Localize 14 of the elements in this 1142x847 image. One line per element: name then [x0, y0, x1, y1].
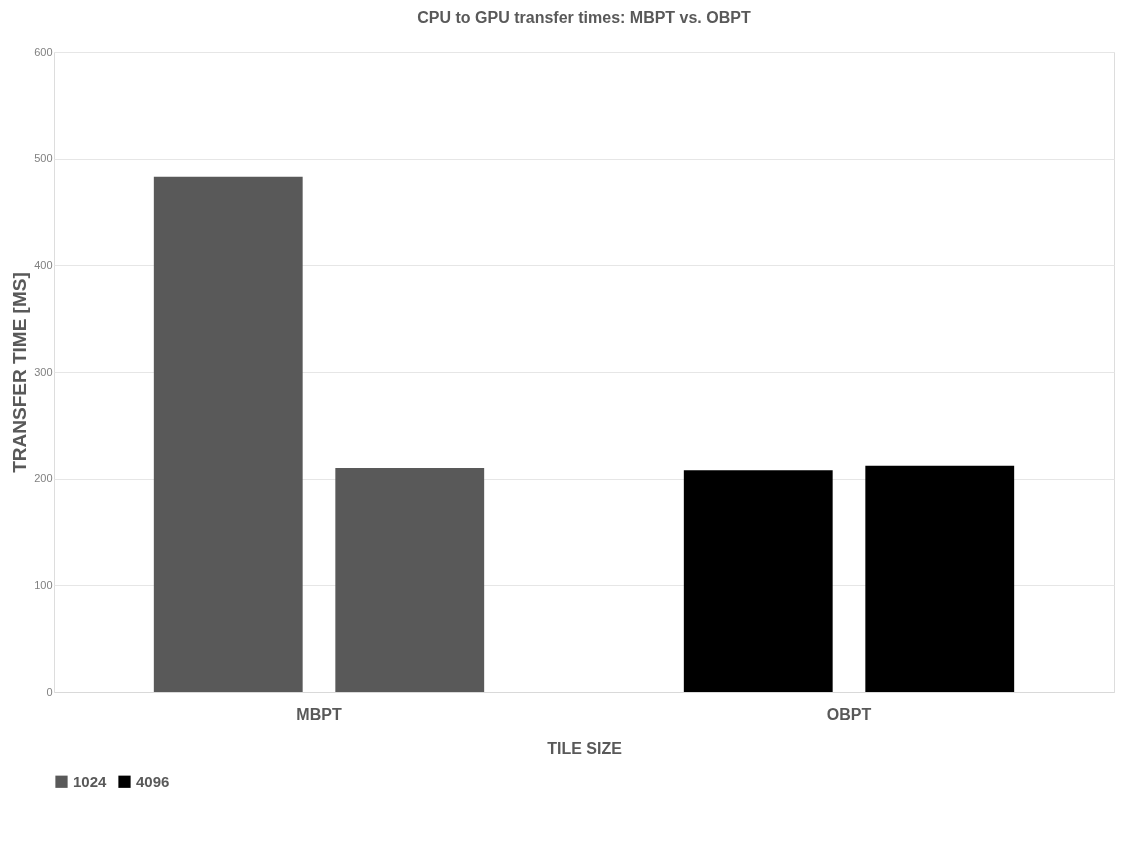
- x-tick-label: OBPT: [826, 705, 872, 723]
- y-tick-label: 600: [34, 45, 53, 58]
- y-tick-label: 100: [34, 578, 53, 591]
- y-tick-label: 200: [34, 472, 53, 485]
- legend-label: 4096: [136, 772, 170, 790]
- chart-title: CPU to GPU transfer times: MBPT vs. OBPT: [417, 9, 751, 26]
- legend-label: 1024: [73, 772, 108, 790]
- y-tick-label: 500: [34, 152, 53, 165]
- y-tick-label: 0: [46, 685, 53, 698]
- x-tick-label: MBPT: [296, 705, 342, 723]
- y-tick-label: 400: [34, 258, 53, 271]
- y-axis-title: TRANSFER TIME [MS]: [9, 272, 31, 473]
- x-axis-title: TILE SIZE: [547, 739, 623, 757]
- y-tick-label: 300: [34, 365, 53, 378]
